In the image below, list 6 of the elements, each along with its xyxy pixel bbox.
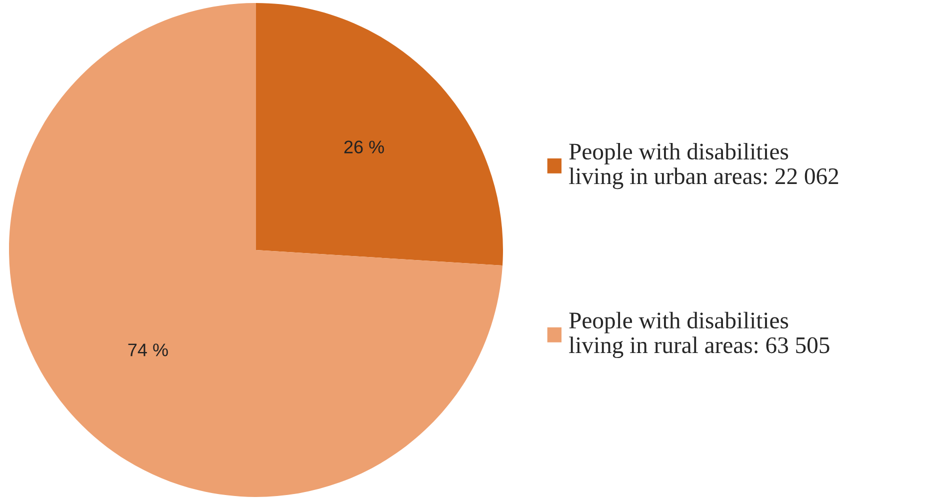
pie-slice [256, 3, 503, 266]
pie-slice [9, 3, 503, 497]
data-label: 26 % [344, 140, 384, 154]
legend-label: People with disabilities living in urban areas: 22 062 [569, 142, 838, 190]
legend-label: People with disabilities living in rural areas: 63 505 [569, 312, 830, 358]
data-label: 74 % [128, 344, 168, 356]
